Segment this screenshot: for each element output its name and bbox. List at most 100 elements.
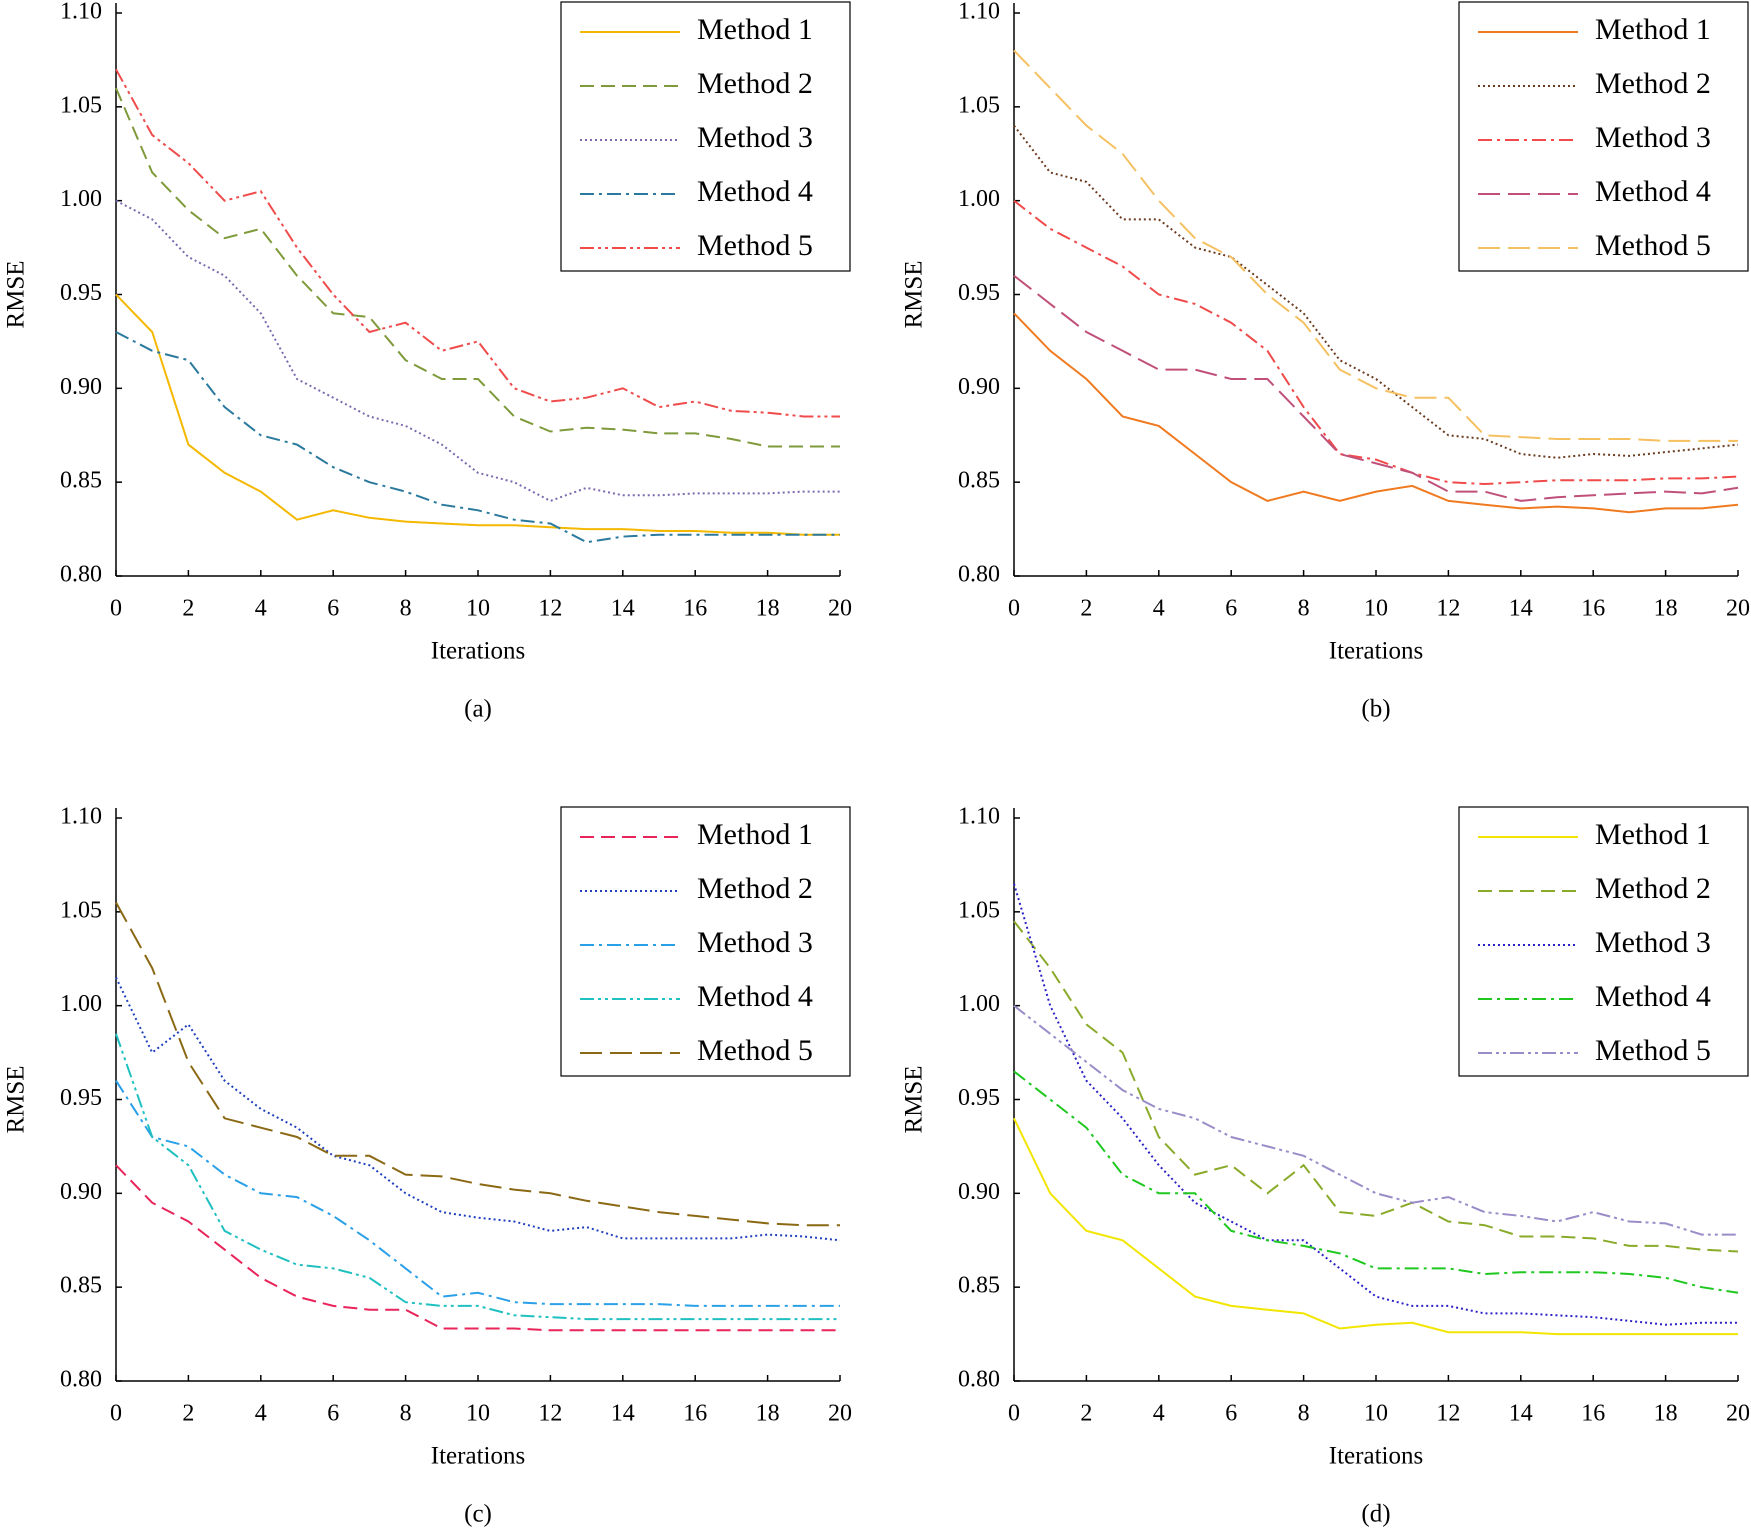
series-line (115, 199, 840, 502)
legend-label: Method 3 (697, 926, 813, 959)
x-tick-label: 12 (1436, 1401, 1460, 1427)
y-tick-label: 1.05 (60, 897, 102, 923)
series-line (115, 293, 840, 536)
x-tick-label: 16 (683, 596, 707, 622)
y-axis-title: RMSE (3, 260, 30, 328)
legend-box (1458, 1, 1749, 272)
y-tick-label: 0.80 (60, 562, 102, 588)
y-tick-label: 0.95 (60, 280, 102, 306)
x-tick-label: 10 (1364, 1401, 1388, 1427)
series-line (1013, 1117, 1738, 1336)
y-tick-label: 1.00 (60, 991, 102, 1017)
y-tick-label: 0.95 (958, 280, 1000, 306)
caption: (c) (464, 1501, 492, 1528)
x-tick-label: 14 (611, 1401, 635, 1427)
legend-box (1458, 806, 1749, 1077)
series-line (115, 331, 840, 544)
y-tick-label: 0.85 (60, 468, 102, 494)
x-tick-label: 18 (1654, 596, 1678, 622)
x-tick-label: 8 (1298, 1401, 1310, 1427)
y-tick-label: 0.80 (958, 1367, 1000, 1393)
legend-label: Method 1 (697, 818, 813, 851)
x-tick-label: 18 (756, 1401, 780, 1427)
x-tick-label: 0 (110, 1401, 122, 1427)
series-line (1013, 1070, 1739, 1294)
x-tick-label: 0 (1008, 596, 1020, 622)
x-tick-label: 12 (538, 1401, 562, 1427)
legend-box (560, 806, 851, 1077)
y-tick-label: 0.80 (958, 562, 1000, 588)
legend-label: Method 1 (1595, 13, 1711, 46)
series-line (115, 1164, 840, 1332)
x-axis-title: Iterations (1329, 638, 1423, 665)
y-tick-label: 0.90 (958, 1179, 1000, 1205)
x-tick-label: 6 (327, 1401, 339, 1427)
series-line (1013, 312, 1739, 514)
legend-label: Method 4 (697, 980, 813, 1013)
caption: (a) (464, 696, 492, 723)
y-tick-label: 0.85 (958, 468, 1000, 494)
panel: 0.80 0.85 0.90 0.95 1.00 1.05 1.10 0 2 4 6 8 10 12 14 1… (901, 804, 1750, 1528)
series-line (1013, 920, 1739, 1253)
x-tick-label: 2 (182, 1401, 194, 1427)
y-tick-label: 0.85 (60, 1273, 102, 1299)
y-tick-label: 1.05 (60, 92, 102, 118)
series-line (115, 1080, 840, 1307)
series-line (115, 68, 840, 418)
panel: 0.80 0.85 0.90 0.95 1.00 1.05 1.10 0 2 4 6 8 10 12 14 1… (3, 804, 852, 1528)
x-tick-label: 10 (466, 596, 490, 622)
y-tick-label: 1.00 (958, 186, 1000, 212)
x-tick-label: 8 (400, 1401, 412, 1427)
legend-label: Method 1 (697, 13, 813, 46)
y-tick-label: 1.10 (60, 0, 102, 25)
x-tick-label: 18 (756, 596, 780, 622)
x-tick-label: 20 (1726, 596, 1750, 622)
legend-label: Method 4 (1595, 980, 1711, 1013)
caption: (b) (1361, 696, 1390, 723)
x-axis-title: Iterations (1329, 1443, 1423, 1470)
x-tick-label: 0 (1008, 1401, 1020, 1427)
x-tick-label: 16 (1581, 596, 1605, 622)
x-axis-title: Iterations (431, 638, 525, 665)
legend-label: Method 3 (1595, 121, 1711, 154)
legend-label: Method 4 (697, 175, 813, 208)
y-tick-label: 1.00 (958, 991, 1000, 1017)
x-tick-label: 10 (466, 1401, 490, 1427)
x-tick-label: 16 (683, 1401, 707, 1427)
x-axis-title: Iterations (431, 1443, 525, 1470)
x-tick-label: 16 (1581, 1401, 1605, 1427)
y-tick-label: 0.95 (958, 1085, 1000, 1111)
legend-label: Method 2 (1595, 872, 1711, 905)
x-tick-label: 0 (110, 596, 122, 622)
x-tick-label: 4 (1153, 596, 1165, 622)
series-line (1013, 199, 1739, 486)
x-tick-label: 14 (1509, 1401, 1533, 1427)
series-line (1013, 124, 1739, 459)
series-line (115, 977, 841, 1242)
y-tick-label: 1.10 (958, 804, 1000, 830)
series-line (115, 87, 840, 448)
series-line (115, 902, 840, 1227)
y-tick-label: 1.05 (958, 897, 1000, 923)
x-tick-label: 6 (1225, 1401, 1237, 1427)
legend-label: Method 5 (697, 229, 813, 262)
x-tick-label: 12 (538, 596, 562, 622)
legend-label: Method 5 (1595, 229, 1711, 262)
y-tick-label: 1.00 (60, 186, 102, 212)
legend-label: Method 4 (1595, 175, 1711, 208)
legend-label: Method 3 (697, 121, 813, 154)
x-tick-label: 8 (1298, 596, 1310, 622)
x-tick-label: 10 (1364, 596, 1388, 622)
y-tick-label: 0.90 (958, 374, 1000, 400)
legend-label: Method 2 (697, 872, 813, 905)
y-axis-title: RMSE (901, 260, 928, 328)
y-tick-label: 0.90 (60, 374, 102, 400)
x-tick-label: 14 (611, 596, 635, 622)
legend-label: Method 5 (1595, 1034, 1711, 1067)
x-tick-label: 4 (255, 1401, 267, 1427)
y-tick-label: 0.90 (60, 1179, 102, 1205)
series-line (1013, 49, 1738, 442)
x-tick-label: 2 (182, 596, 194, 622)
x-tick-label: 6 (327, 596, 339, 622)
